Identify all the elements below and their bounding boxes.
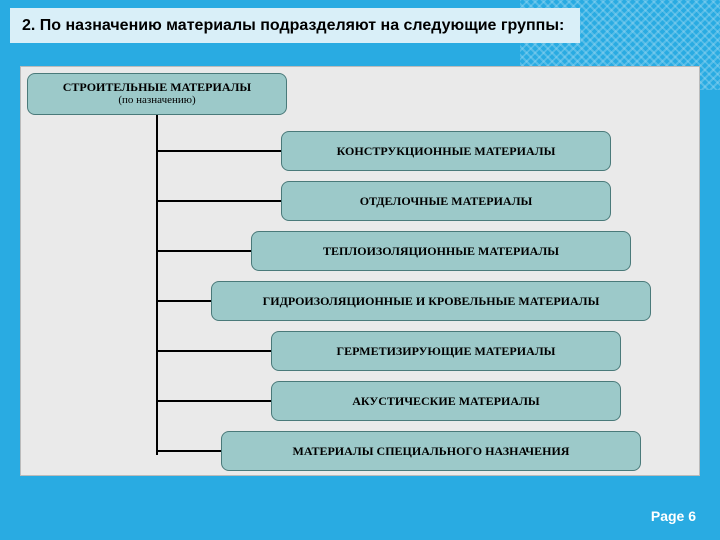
tree-child: ГЕРМЕТИЗИРУЮЩИЕ МАТЕРИАЛЫ <box>271 331 621 371</box>
tree-connector <box>156 400 271 402</box>
tree-root: СТРОИТЕЛЬНЫЕ МАТЕРИАЛЫ(по назначению) <box>27 73 287 115</box>
tree-connector <box>156 250 251 252</box>
tree-connector <box>156 150 281 152</box>
tree-child: АКУСТИЧЕСКИЕ МАТЕРИАЛЫ <box>271 381 621 421</box>
tree-connector <box>156 450 221 452</box>
page-number: Page 6 <box>651 508 696 524</box>
root-title: СТРОИТЕЛЬНЫЕ МАТЕРИАЛЫ <box>32 80 282 94</box>
tree-child: ОТДЕЛОЧНЫЕ МАТЕРИАЛЫ <box>281 181 611 221</box>
tree-child: КОНСТРУКЦИОННЫЕ МАТЕРИАЛЫ <box>281 131 611 171</box>
root-subtitle: (по назначению) <box>32 94 282 107</box>
diagram-panel: СТРОИТЕЛЬНЫЕ МАТЕРИАЛЫ(по назначению) КОН… <box>20 66 700 476</box>
tree-child: ГИДРОИЗОЛЯЦИОННЫЕ И КРОВЕЛЬНЫЕ МАТЕРИАЛЫ <box>211 281 651 321</box>
tree-connector <box>156 300 211 302</box>
tree-child: МАТЕРИАЛЫ СПЕЦИАЛЬНОГО НАЗНАЧЕНИЯ <box>221 431 641 471</box>
tree-connector <box>156 350 271 352</box>
slide-title: 2. По назначению материалы подразделяют … <box>10 8 580 43</box>
tree-connector <box>156 200 281 202</box>
tree-child: ТЕПЛОИЗОЛЯЦИОННЫЕ МАТЕРИАЛЫ <box>251 231 631 271</box>
tree-trunk <box>156 115 158 455</box>
